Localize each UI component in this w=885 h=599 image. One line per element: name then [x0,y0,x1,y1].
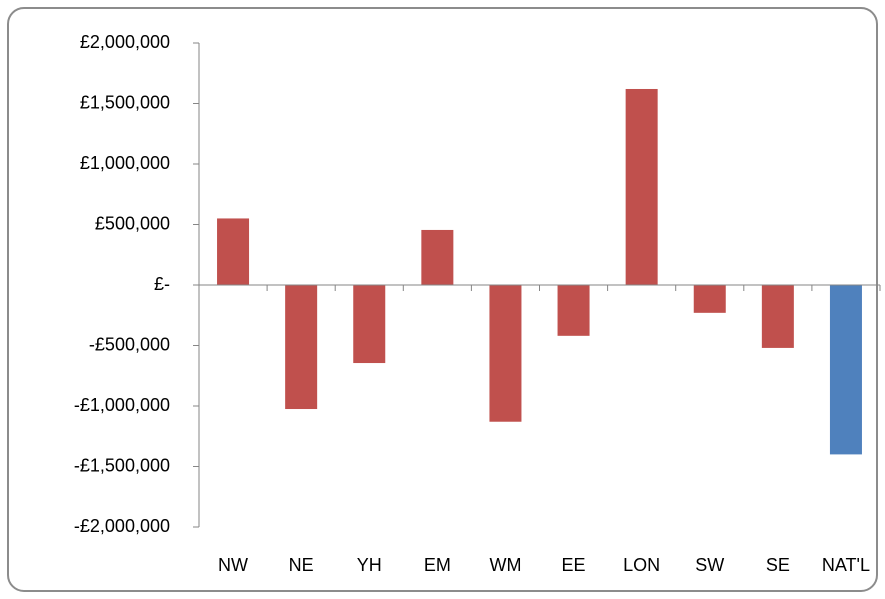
y-tick-label: -£2,000,000 [74,516,170,536]
x-tick-label: SE [766,555,790,575]
y-tick-label: £1,000,000 [80,153,170,173]
y-tick-label: £- [154,274,170,294]
x-tick-label: NW [218,555,248,575]
x-tick-label: NAT'L [822,555,870,575]
x-tick-label: EM [424,555,451,575]
chart-border [7,7,878,592]
x-tick-label: YH [357,555,382,575]
x-tick-label: SW [695,555,724,575]
y-tick-label: £500,000 [95,213,170,233]
x-tick-label: WM [489,555,521,575]
x-tick-label: LON [623,555,660,575]
bar [625,88,658,285]
x-tick-label: EE [562,555,586,575]
bar [829,285,862,455]
bar [557,285,590,336]
y-tick-label: £2,000,000 [80,32,170,52]
bar [421,229,454,285]
y-tick-label: -£1,000,000 [74,395,170,415]
bar [353,285,386,364]
x-tick-label: NE [289,555,314,575]
y-tick-label: -£1,500,000 [74,455,170,475]
bar [489,285,522,422]
bar [693,285,726,313]
bar [761,285,794,348]
bar [285,285,318,410]
y-tick-label: £1,500,000 [80,92,170,112]
bar [217,218,250,285]
y-tick-label: -£500,000 [89,334,170,354]
